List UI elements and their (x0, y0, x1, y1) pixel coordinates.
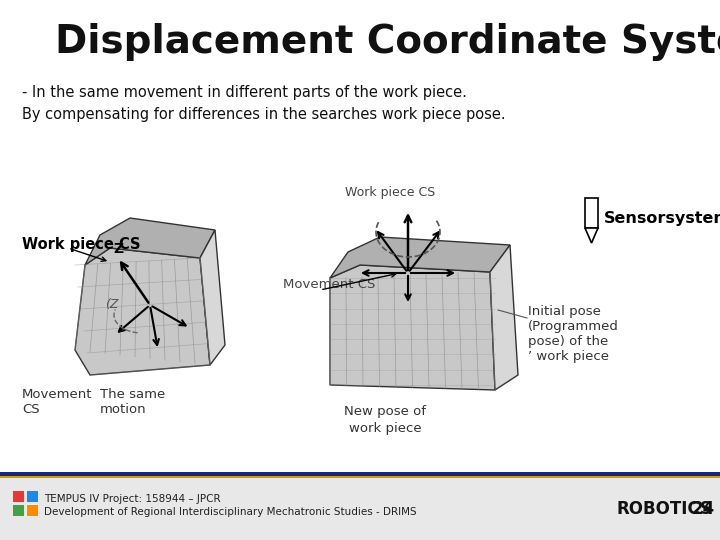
Text: (Programmed: (Programmed (528, 320, 619, 333)
Bar (12, 490, 24, 502)
Text: (Z: (Z (105, 298, 119, 311)
Bar (26, 490, 38, 502)
Text: Movement CS: Movement CS (283, 278, 375, 291)
Text: Work piece CS: Work piece CS (22, 238, 140, 253)
Bar (0, 478, 720, 540)
Polygon shape (490, 245, 518, 390)
Text: CS: CS (22, 403, 40, 416)
Text: Displacement Coordinate System: Displacement Coordinate System (55, 23, 720, 61)
Text: Sensorsystem: Sensorsystem (604, 211, 720, 226)
Bar (0, 472, 720, 476)
Polygon shape (75, 248, 210, 375)
Polygon shape (330, 265, 495, 390)
Polygon shape (330, 237, 510, 278)
Bar (585, 198, 598, 228)
Text: pose) of the: pose) of the (528, 335, 608, 348)
Text: Initial pose: Initial pose (528, 305, 601, 318)
Polygon shape (585, 228, 598, 243)
Text: 24: 24 (691, 500, 715, 518)
Text: Movement: Movement (22, 388, 92, 401)
Polygon shape (200, 230, 225, 365)
Text: Work piece CS: Work piece CS (345, 186, 435, 199)
Text: ROBOTICS: ROBOTICS (617, 500, 713, 518)
Text: The same: The same (100, 388, 166, 401)
Text: Z: Z (113, 242, 123, 256)
Bar (12, 504, 24, 516)
Text: Development of Regional Interdisciplinary Mechatronic Studies - DRIMS: Development of Regional Interdisciplinar… (44, 507, 417, 517)
Text: motion: motion (100, 403, 147, 416)
Text: - In the same movement in different parts of the work piece.: - In the same movement in different part… (22, 84, 467, 99)
Bar (0, 476, 720, 478)
Text: New pose of: New pose of (344, 405, 426, 418)
Polygon shape (85, 218, 215, 265)
Text: By compensating for differences in the searches work piece pose.: By compensating for differences in the s… (22, 107, 505, 123)
Text: ’ work piece: ’ work piece (528, 350, 609, 363)
Text: work piece: work piece (348, 422, 421, 435)
Bar (26, 504, 38, 516)
Text: TEMPUS IV Project: 158944 – JPCR: TEMPUS IV Project: 158944 – JPCR (44, 494, 220, 504)
